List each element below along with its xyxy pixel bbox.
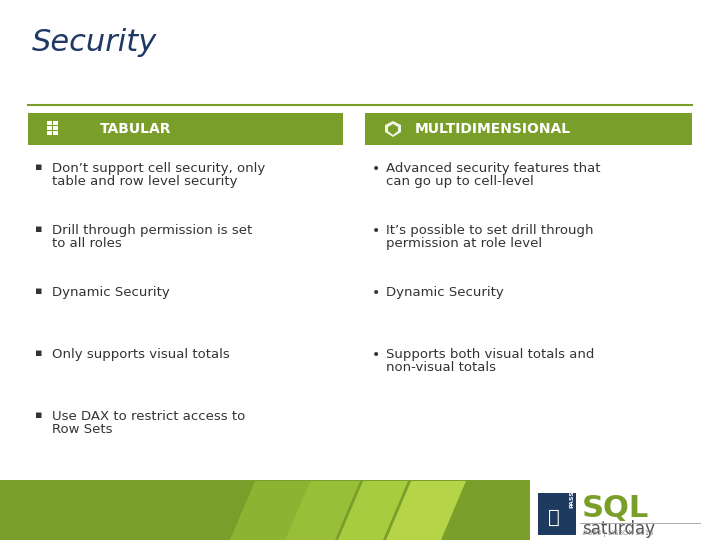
Text: to all roles: to all roles xyxy=(52,237,122,250)
Text: non-visual totals: non-visual totals xyxy=(386,361,496,374)
Text: •: • xyxy=(372,162,380,176)
Polygon shape xyxy=(285,481,360,540)
Text: •: • xyxy=(372,348,380,362)
Text: Don’t support cell security, only: Don’t support cell security, only xyxy=(52,162,265,175)
Text: Drill through permission is set: Drill through permission is set xyxy=(52,224,252,237)
Text: #353 | LISBON 2015: #353 | LISBON 2015 xyxy=(582,530,654,537)
Polygon shape xyxy=(388,124,398,135)
Bar xyxy=(47,126,52,130)
Text: Dynamic Security: Dynamic Security xyxy=(386,286,504,299)
Bar xyxy=(530,471,720,540)
Text: Dynamic Security: Dynamic Security xyxy=(52,286,170,299)
Polygon shape xyxy=(230,481,310,540)
Text: ▪: ▪ xyxy=(35,410,42,420)
Text: ▪: ▪ xyxy=(35,348,42,358)
Polygon shape xyxy=(386,481,466,540)
Bar xyxy=(0,478,720,540)
Text: can go up to cell-level: can go up to cell-level xyxy=(386,175,534,188)
Bar xyxy=(53,126,58,130)
Text: ▪: ▪ xyxy=(35,162,42,172)
Bar xyxy=(365,113,692,145)
Text: table and row level security: table and row level security xyxy=(52,175,238,188)
Bar xyxy=(28,113,343,145)
Text: ▪: ▪ xyxy=(35,286,42,296)
Text: SQL: SQL xyxy=(582,494,649,523)
Text: Advanced security features that: Advanced security features that xyxy=(386,162,600,175)
Text: ▪: ▪ xyxy=(35,224,42,234)
Text: Supports both visual totals and: Supports both visual totals and xyxy=(386,348,595,361)
Text: Use DAX to restrict access to: Use DAX to restrict access to xyxy=(52,410,246,423)
Bar xyxy=(53,121,58,125)
Text: •: • xyxy=(372,286,380,300)
Bar xyxy=(538,493,576,535)
Polygon shape xyxy=(385,121,401,137)
Text: ⌕: ⌕ xyxy=(548,508,559,527)
Text: TABULAR: TABULAR xyxy=(100,122,171,136)
Text: MULTIDIMENSIONAL: MULTIDIMENSIONAL xyxy=(415,122,571,136)
Text: •: • xyxy=(372,224,380,238)
Text: PASS: PASS xyxy=(570,490,575,508)
Bar xyxy=(53,131,58,135)
Bar xyxy=(47,121,52,125)
Text: Row Sets: Row Sets xyxy=(52,423,112,436)
Polygon shape xyxy=(338,481,408,540)
Text: saturday: saturday xyxy=(582,520,655,538)
Text: It’s possible to set drill through: It’s possible to set drill through xyxy=(386,224,593,237)
Text: Only supports visual totals: Only supports visual totals xyxy=(52,348,230,361)
Bar xyxy=(47,131,52,135)
Text: Security: Security xyxy=(32,28,157,57)
Text: permission at role level: permission at role level xyxy=(386,237,542,250)
Bar xyxy=(0,476,720,480)
